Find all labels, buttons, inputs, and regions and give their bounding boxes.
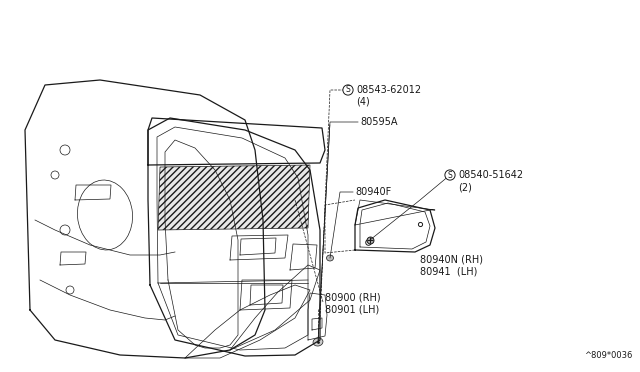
Ellipse shape (313, 338, 323, 346)
Text: (2): (2) (458, 182, 472, 192)
Text: 80595A: 80595A (360, 117, 397, 127)
Text: 80941  (LH): 80941 (LH) (420, 267, 477, 277)
Text: 80900 (RH): 80900 (RH) (325, 293, 381, 303)
Text: ^809*0036: ^809*0036 (584, 351, 632, 360)
Text: 80901 (LH): 80901 (LH) (325, 305, 380, 315)
Text: 80940N (RH): 80940N (RH) (420, 255, 483, 265)
Text: (4): (4) (356, 97, 370, 107)
Ellipse shape (326, 255, 333, 261)
Text: 08543-62012: 08543-62012 (356, 85, 421, 95)
Text: 08540-51642: 08540-51642 (458, 170, 523, 180)
Text: S: S (346, 86, 350, 94)
Polygon shape (158, 165, 310, 230)
Text: 80940F: 80940F (355, 187, 391, 197)
Text: S: S (447, 170, 452, 180)
